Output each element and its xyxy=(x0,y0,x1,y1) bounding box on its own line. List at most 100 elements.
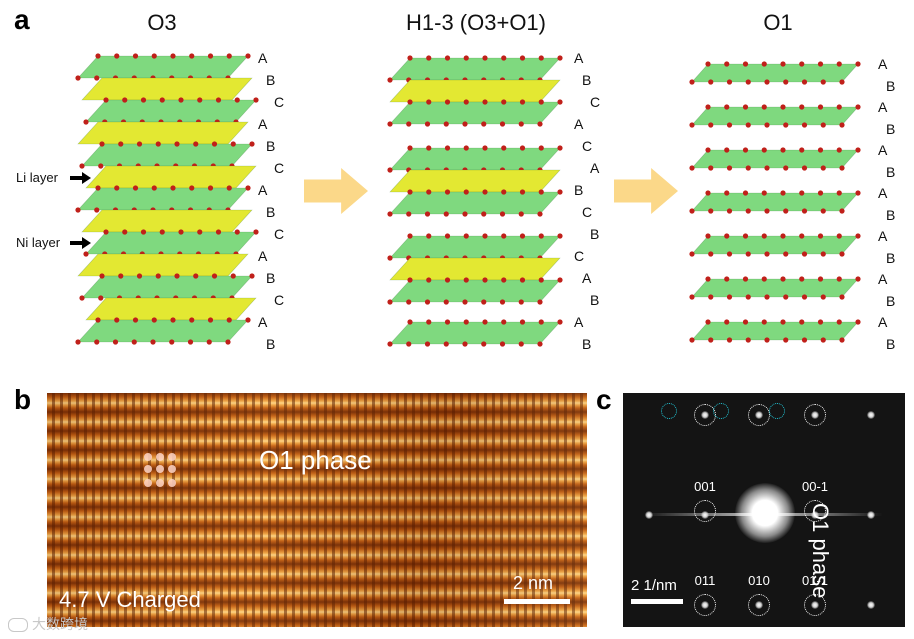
oxygen-atom xyxy=(226,185,232,191)
stacking-letter: A xyxy=(878,56,888,72)
oxygen-atom xyxy=(207,317,214,323)
stacking-letter: B xyxy=(266,138,276,154)
oxygen-atom xyxy=(538,145,544,151)
oxygen-atom xyxy=(170,53,176,59)
oxygen-atom xyxy=(95,185,101,191)
fft-spot xyxy=(867,511,875,519)
stacking-letter: A xyxy=(590,160,600,176)
stacking-letter: B xyxy=(266,336,276,352)
oxygen-atom xyxy=(836,61,842,67)
oxygen-atom xyxy=(211,273,218,279)
oxygen-atom xyxy=(136,273,143,279)
stem-scale-label: 2 nm xyxy=(513,573,554,593)
li-layer xyxy=(81,209,253,233)
stacking-letter: A xyxy=(878,271,888,287)
oxygen-atom xyxy=(387,341,393,347)
oxygen-atom xyxy=(780,319,786,325)
fft-label-00-1: 00-1 xyxy=(801,479,829,494)
oxygen-atom xyxy=(557,277,563,283)
oxygen-atom xyxy=(726,294,733,300)
oxygen-atom xyxy=(98,295,104,301)
oxygen-atom xyxy=(742,276,749,282)
oxygen-atom xyxy=(689,79,695,85)
oxygen-atom xyxy=(801,294,808,300)
oxygen-atom xyxy=(783,208,789,214)
oxygen-atom xyxy=(444,233,451,239)
oxygen-atom xyxy=(170,317,176,323)
oxygen-atom xyxy=(463,277,469,283)
oxygen-atom xyxy=(206,339,212,345)
oxygen-atom xyxy=(705,104,711,110)
oxygen-atom xyxy=(783,122,789,128)
oxygen-atom xyxy=(159,229,165,235)
oxygen-atom xyxy=(745,122,751,128)
oxygen-atom xyxy=(463,189,469,195)
oxygen-atom xyxy=(197,229,203,235)
oxygen-atom xyxy=(151,53,157,59)
stacking-letter: C xyxy=(582,204,593,220)
oxygen-atom xyxy=(98,163,104,169)
li-layer xyxy=(81,77,253,101)
oxygen-atom xyxy=(140,229,147,235)
oxygen-atom xyxy=(817,319,824,325)
stacking-letter: B xyxy=(886,335,896,352)
oxygen-atom xyxy=(501,145,507,151)
ni-layer xyxy=(389,279,561,303)
oxygen-atom xyxy=(820,251,826,257)
oxygen-atom xyxy=(538,99,544,105)
oxygen-atom xyxy=(726,122,733,128)
oxygen-atom xyxy=(745,165,751,171)
oxygen-atom xyxy=(537,299,543,305)
oxygen-atom xyxy=(726,337,733,343)
oxygen-atom xyxy=(817,104,824,110)
stacking-letter: C xyxy=(274,226,285,242)
oxygen-atom xyxy=(820,165,826,171)
oxygen-atom xyxy=(708,208,714,214)
oxygen-atom xyxy=(463,233,469,239)
oxygen-atom xyxy=(783,337,789,343)
panel-b-letter: b xyxy=(14,384,32,415)
oxygen-atom xyxy=(174,141,180,147)
oxygen-atom xyxy=(193,141,199,147)
oxygen-atom xyxy=(764,337,770,343)
oxygen-atom xyxy=(189,185,195,191)
oxygen-atom xyxy=(708,122,714,128)
oxygen-atom xyxy=(155,273,161,279)
oxygen-atom xyxy=(443,211,449,217)
oxygen-atom xyxy=(726,251,733,257)
oxygen-atom xyxy=(820,294,826,300)
oxygen-atom xyxy=(839,337,845,343)
stacking-letter: A xyxy=(878,99,888,115)
oxygen-atom xyxy=(444,55,451,61)
oxygen-atom xyxy=(407,99,413,105)
oxygen-atom xyxy=(426,277,432,283)
oxygen-atom xyxy=(230,141,236,147)
oxygen-atom xyxy=(836,319,842,325)
oxygen-atom xyxy=(783,251,789,257)
oxygen-atom xyxy=(83,251,89,257)
oxygen-atom xyxy=(689,251,695,257)
oxygen-atom xyxy=(99,141,105,147)
oxygen-atom xyxy=(406,211,412,217)
oxygen-atom xyxy=(225,339,231,345)
oxygen-atom xyxy=(537,211,543,217)
fft-spot-marker xyxy=(804,404,826,426)
oxygen-atom xyxy=(407,145,413,151)
stacking-letter: B xyxy=(582,336,592,352)
oxygen-atom xyxy=(799,276,805,282)
oxygen-atom xyxy=(155,141,161,147)
ni-layer xyxy=(85,99,257,123)
stacking-letter: C xyxy=(582,138,593,154)
oxygen-atom xyxy=(726,79,733,85)
ni-layer-arrow-icon xyxy=(70,237,91,249)
oxygen-atom xyxy=(424,211,431,217)
oxygen-atom xyxy=(407,189,413,195)
oxygen-atom xyxy=(234,229,240,235)
oxygen-atom xyxy=(801,208,808,214)
watermark-text: 大数跨境 xyxy=(32,616,88,632)
li-layer xyxy=(85,297,257,321)
oxygen-atom xyxy=(817,147,824,153)
oxygen-atom xyxy=(708,337,714,343)
oxygen-atom xyxy=(817,61,824,67)
fft-spot-marker xyxy=(748,404,770,426)
